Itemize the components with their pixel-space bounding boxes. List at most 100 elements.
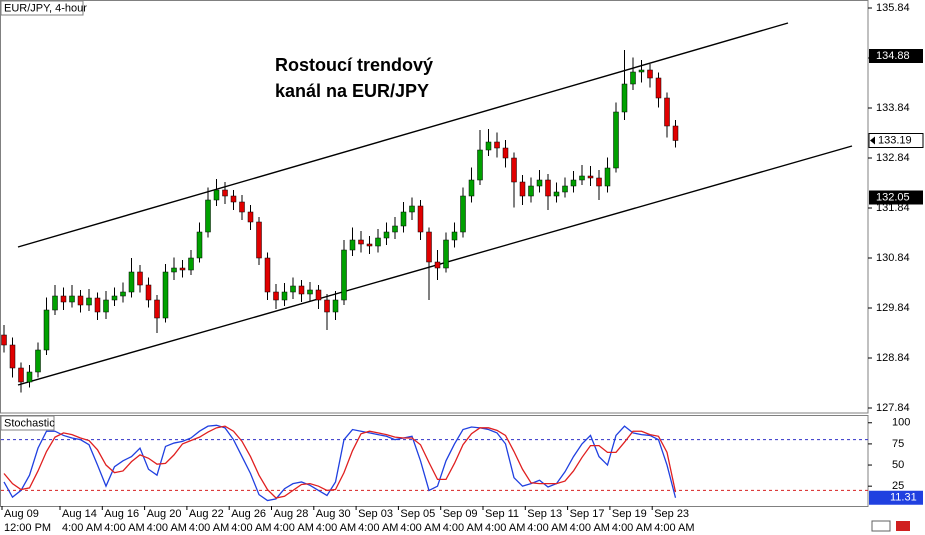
candle-body (86, 297, 92, 306)
indicator-title-box (0, 415, 55, 431)
candle-body (137, 271, 143, 286)
candle-body (145, 284, 152, 301)
y-tick-label: 25 (892, 480, 904, 492)
candle-body (239, 201, 245, 213)
y-tick-label: 128.84 (876, 352, 910, 364)
y-tick-label: 127.84 (876, 402, 910, 414)
x-tick-date: Aug 30 (316, 508, 351, 520)
candle-body (281, 291, 288, 301)
current-value-box (869, 490, 923, 505)
x-tick-date: Aug 09 (4, 508, 39, 520)
candle-body (128, 271, 135, 293)
candle-body (536, 179, 543, 187)
candle-body (409, 205, 415, 213)
candle-body (120, 291, 126, 297)
candle-body (188, 257, 194, 271)
candle-body (77, 295, 84, 306)
candle-body (111, 295, 118, 301)
candle-body (332, 299, 339, 313)
toolbar-icon[interactable] (871, 520, 891, 532)
candle-body (307, 289, 313, 295)
x-tick-time: 4:00 AM (231, 522, 271, 534)
x-tick-time: 12:00 PM (4, 522, 51, 534)
price-marker-label: 134.88 (876, 50, 910, 62)
candle-body (26, 371, 33, 383)
candle-body (179, 267, 186, 271)
current-price-box (868, 133, 924, 148)
y-tick-label: 131.84 (876, 202, 910, 214)
candle-body (664, 97, 670, 127)
candle-body (485, 141, 492, 151)
indicator-title: Stochastic (4, 417, 55, 429)
x-tick-time: 4:00 AM (485, 522, 525, 534)
price-marker-box (869, 190, 923, 205)
x-tick-time: 4:00 AM (274, 522, 314, 534)
candle-body (655, 77, 662, 99)
candle-body (273, 291, 279, 301)
x-tick-time: 4:00 AM (147, 522, 187, 534)
candle-body (52, 295, 58, 311)
x-tick-time: 4:00 AM (189, 522, 229, 534)
candle-body (519, 181, 526, 197)
candle-body (672, 125, 679, 141)
toolbar-icon[interactable] (896, 521, 910, 531)
candle-body (18, 367, 24, 383)
candle-body (205, 199, 211, 233)
candle-body (621, 83, 628, 113)
candle-body (230, 195, 237, 203)
candle-body (256, 221, 262, 259)
candle-body (366, 243, 373, 247)
x-tick-time: 4:00 AM (570, 522, 610, 534)
candle-body (562, 185, 568, 193)
candle-body (638, 69, 645, 73)
y-tick-label: 130.84 (876, 252, 910, 264)
title-box (0, 0, 84, 16)
candle-body (324, 299, 330, 313)
candle-body (162, 271, 169, 319)
candle-body (103, 299, 109, 313)
x-tick-time: 4:00 AM (400, 522, 440, 534)
price-marker-box (869, 49, 923, 63)
upper-trend-line (17, 22, 789, 248)
candle-body (349, 239, 356, 251)
candle-body (460, 195, 466, 233)
x-tick-date: Sep 11 (485, 508, 519, 520)
candle-body (9, 344, 16, 369)
price-marker-label: 132.05 (876, 191, 910, 203)
y-tick-label: 132.84 (876, 152, 910, 164)
x-tick-date: Aug 28 (274, 508, 309, 520)
candle-body (383, 231, 390, 239)
candle-body (400, 211, 407, 227)
x-tick-date: Sep 19 (612, 508, 647, 520)
y-tick-label: 50 (892, 459, 904, 471)
candle-body (553, 191, 560, 197)
current-price-label: 133.19 (878, 134, 912, 146)
candle-body (247, 211, 254, 223)
current-price-arrow (870, 136, 875, 145)
y-tick-label: 133.84 (876, 102, 910, 114)
x-tick-time: 4:00 AM (62, 522, 102, 534)
candle-body (358, 239, 364, 245)
x-tick-date: Sep 05 (400, 508, 435, 520)
candle-body (443, 239, 449, 269)
x-tick-time: 4:00 AM (443, 522, 483, 534)
candle-body (451, 231, 458, 241)
x-tick-time: 4:00 AM (612, 522, 652, 534)
candle-body (587, 175, 594, 179)
candle-body (417, 205, 424, 233)
y-tick-label: 75 (892, 438, 904, 450)
candle-body (196, 231, 203, 259)
candle-body (264, 257, 271, 293)
candle-body (528, 185, 534, 197)
candle-body (222, 189, 228, 197)
y-tick-label: 100 (892, 417, 910, 429)
candle-body (1, 334, 7, 346)
candle-body (341, 249, 347, 301)
price-panel (0, 0, 869, 414)
x-tick-time: 4:00 AM (104, 522, 144, 534)
candle-body (43, 309, 50, 351)
candle-body (213, 189, 220, 201)
candle-body (570, 179, 577, 187)
candle-body (434, 261, 441, 269)
